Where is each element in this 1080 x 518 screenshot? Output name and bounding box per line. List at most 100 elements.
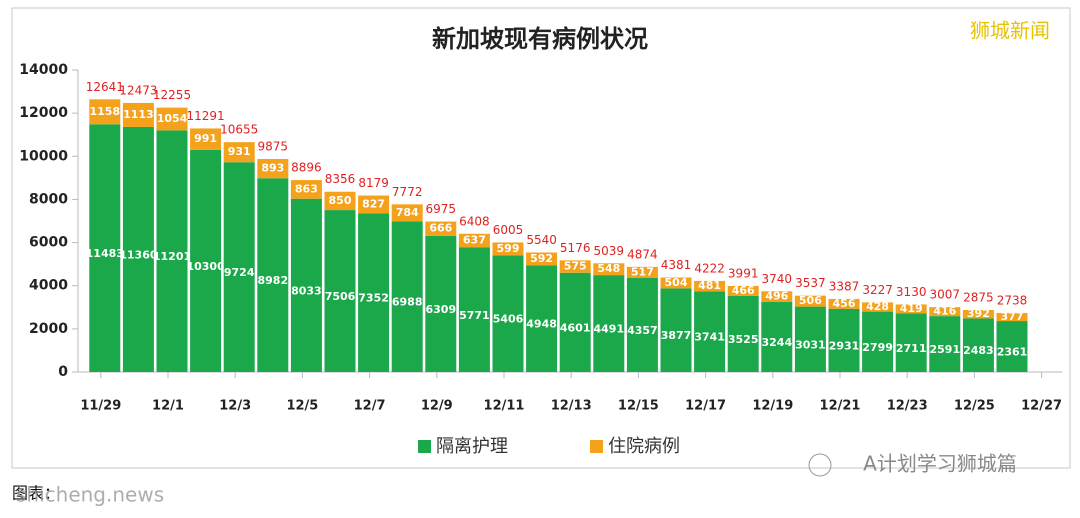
x-tick-label: 12/23 [887, 399, 928, 414]
bar-segment [660, 277, 692, 289]
total-label: 3991 [728, 266, 759, 280]
y-tick-label: 12000 [19, 105, 68, 121]
footer-logo: A计划学习狮城篇 [863, 452, 1017, 476]
x-tick-label: 12/25 [954, 399, 995, 414]
bar-label: 575 [564, 260, 587, 273]
x-tick-label: 12/15 [618, 399, 659, 414]
bar-label: 481 [698, 279, 721, 292]
total-label: 8356 [325, 172, 356, 186]
bar-segment [324, 210, 356, 372]
bar-label: 3525 [728, 333, 759, 346]
bar-label: 548 [597, 262, 620, 275]
bar-segment [660, 288, 692, 372]
bar-label: 6309 [425, 303, 456, 316]
bar-segment [358, 213, 390, 372]
total-label: 11291 [187, 109, 225, 123]
x-tick-label: 11/29 [80, 399, 121, 414]
bar-label: 2799 [862, 341, 893, 354]
bar-segment [962, 309, 994, 319]
bar-segment [391, 221, 423, 372]
bar-segment [391, 204, 423, 222]
total-label: 12473 [119, 83, 157, 97]
bar-segment [324, 191, 356, 211]
bar-label: 4491 [593, 323, 624, 336]
bar-label: 5771 [459, 309, 490, 322]
bar-label: 592 [530, 252, 553, 265]
bar-label: 416 [933, 305, 956, 318]
bar-label: 2483 [963, 344, 994, 357]
bar-label: 4357 [627, 324, 658, 337]
bar-segment [626, 266, 658, 279]
bar-segment [122, 102, 154, 127]
bar-label: 506 [799, 294, 822, 307]
total-label: 10655 [220, 123, 258, 137]
total-label: 5176 [560, 241, 591, 255]
bar-label: 377 [1001, 310, 1024, 323]
total-label: 5540 [526, 233, 557, 247]
bar-segment [290, 198, 322, 372]
total-label: 12641 [86, 80, 124, 94]
caption: 图表： [12, 484, 60, 503]
total-label: 3537 [795, 276, 826, 290]
bar-segment [895, 304, 927, 314]
bar-segment [223, 162, 255, 372]
bar-label: 8033 [291, 284, 322, 297]
bar-segment [257, 178, 289, 372]
bar-segment [929, 307, 961, 317]
bar-segment [290, 180, 322, 199]
x-tick-label: 12/17 [685, 399, 726, 414]
x-tick-label: 12/1 [152, 399, 184, 414]
total-label: 7772 [392, 185, 423, 199]
total-label: 6975 [426, 202, 457, 216]
bar-segment [996, 321, 1028, 372]
bar-segment [996, 312, 1028, 322]
bar-label: 931 [228, 145, 251, 158]
total-label: 8896 [291, 161, 322, 175]
bar-label: 666 [429, 222, 452, 235]
bar-label: 9724 [224, 266, 255, 279]
bar-label: 11360 [119, 248, 158, 261]
bar-label: 784 [396, 206, 419, 219]
bar-segment [962, 318, 994, 372]
total-label: 8179 [358, 176, 389, 190]
bar-label: 1158 [89, 105, 120, 118]
bar-segment [626, 278, 658, 372]
total-label: 3007 [930, 288, 961, 302]
total-label: 9875 [258, 139, 289, 153]
bar-segment [794, 295, 826, 307]
bar-segment [559, 260, 591, 273]
bar-segment [492, 242, 524, 256]
bar-label: 5406 [493, 313, 524, 326]
bar-label: 496 [765, 290, 788, 303]
bar-segment [593, 263, 625, 276]
total-label: 6408 [459, 214, 490, 228]
bar-label: 2361 [997, 346, 1028, 359]
total-label: 3740 [762, 272, 793, 286]
legend-swatch [418, 440, 431, 453]
bar-label: 504 [665, 276, 688, 289]
bar-label: 637 [463, 234, 486, 247]
bar-label: 863 [295, 182, 318, 195]
bar-label: 11201 [153, 250, 191, 263]
bar-segment [828, 298, 860, 309]
total-label: 4874 [627, 247, 658, 261]
watermark: 狮城新闻 [970, 19, 1050, 43]
y-tick-label: 6000 [29, 235, 68, 251]
bar-segment [89, 124, 121, 372]
bar-label: 3031 [795, 338, 826, 351]
bar-label: 6988 [392, 296, 423, 309]
x-tick-label: 12/21 [820, 399, 861, 414]
bar-segment [425, 235, 457, 372]
bar-segment [559, 272, 591, 372]
x-tick-label: 12/3 [219, 399, 251, 414]
y-tick-label: 0 [58, 364, 68, 380]
y-tick-label: 2000 [29, 321, 68, 337]
caption-watermark: shicheng.news [16, 483, 164, 507]
total-label: 5039 [594, 244, 625, 258]
bar-segment [257, 158, 289, 179]
bar-label: 4948 [526, 318, 557, 331]
x-tick-label: 12/9 [421, 399, 453, 414]
bar-label: 7352 [358, 292, 389, 305]
bar-label: 3877 [661, 329, 692, 342]
